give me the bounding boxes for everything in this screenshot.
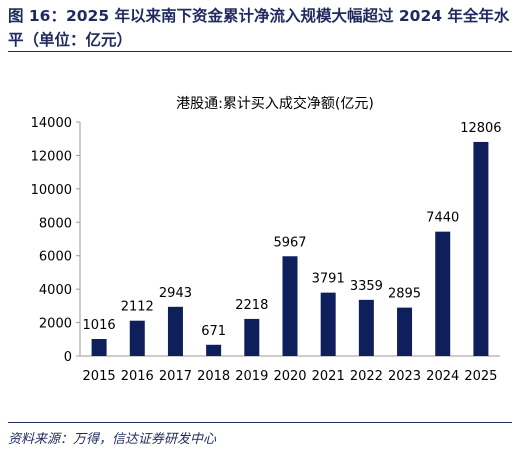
data-label-2023: 2895 bbox=[388, 287, 421, 302]
chart-area: 港股通:累计买入成交净额(亿元) 0 2000 4000 6000 8000 10000 1… bbox=[0, 80, 520, 400]
bar-chart: 港股通:累计买入成交净额(亿元) 0 2000 4000 6000 8000 10000 1… bbox=[31, 95, 502, 384]
source-note: 资料来源：万得，信达证券研发中心 bbox=[8, 432, 217, 447]
x-tick-label-2018: 2018 bbox=[197, 369, 230, 384]
x-tick-label-2019: 2019 bbox=[235, 369, 268, 384]
data-label-2021: 3791 bbox=[312, 272, 345, 287]
bar-2019 bbox=[244, 318, 260, 356]
x-axis: 2015 2016 2017 2018 2019 2020 2021 2022 2023 2024… bbox=[80, 355, 500, 384]
bar-2024 bbox=[435, 231, 451, 356]
y-tick-label: 2000 bbox=[39, 317, 72, 332]
title-divider bbox=[8, 51, 512, 52]
y-axis: 0 2000 4000 6000 8000 10000 12000 14000 bbox=[31, 116, 81, 365]
data-labels-group: 1016 2112 2943 671 2218 5967 3791 3359 2895 7440 1… bbox=[83, 121, 502, 339]
data-label-2019: 2218 bbox=[235, 298, 268, 313]
bar-2016 bbox=[129, 320, 145, 356]
data-label-2017: 2943 bbox=[159, 286, 192, 301]
bar-2020 bbox=[282, 256, 298, 356]
y-tick-label: 4000 bbox=[39, 283, 72, 298]
figure-title: 图 16：2025 年以来南下资金累计净流入规模大幅超过 2024 年全年水平（… bbox=[8, 7, 510, 49]
bar-2022 bbox=[358, 299, 374, 356]
y-tick-label: 0 bbox=[64, 350, 72, 365]
x-tick-label-2017: 2017 bbox=[159, 369, 192, 384]
y-tick-label: 12000 bbox=[31, 149, 72, 164]
bars-group bbox=[91, 141, 489, 356]
bar-2017 bbox=[167, 306, 183, 356]
data-label-2022: 3359 bbox=[350, 279, 383, 294]
bar-2018 bbox=[206, 344, 222, 356]
data-label-2020: 5967 bbox=[273, 235, 306, 250]
x-tick-label-2020: 2020 bbox=[273, 369, 306, 384]
x-tick-label-2016: 2016 bbox=[121, 369, 154, 384]
y-tick-label: 14000 bbox=[31, 116, 72, 131]
x-tick-label-2023: 2023 bbox=[388, 369, 421, 384]
bar-2025 bbox=[473, 141, 489, 356]
chart-title: 港股通:累计买入成交净额(亿元) bbox=[176, 95, 374, 112]
x-tick-label-2022: 2022 bbox=[350, 369, 383, 384]
data-label-2015: 1016 bbox=[83, 318, 116, 333]
data-label-2024: 7440 bbox=[426, 211, 459, 226]
source-divider bbox=[8, 422, 512, 423]
data-label-2018: 671 bbox=[201, 324, 226, 339]
x-tick-label-2021: 2021 bbox=[312, 369, 345, 384]
x-tick-label-2024: 2024 bbox=[426, 369, 459, 384]
bar-2021 bbox=[320, 292, 336, 356]
data-label-2025: 12806 bbox=[460, 121, 501, 136]
bar-2015 bbox=[91, 339, 107, 356]
bar-2023 bbox=[397, 307, 413, 356]
data-label-2016: 2112 bbox=[121, 300, 154, 315]
x-tick-label-2015: 2015 bbox=[83, 369, 116, 384]
y-tick-label: 6000 bbox=[39, 250, 72, 265]
y-tick-label: 10000 bbox=[31, 183, 72, 198]
x-tick-label-2025: 2025 bbox=[464, 369, 497, 384]
y-tick-label: 8000 bbox=[39, 216, 72, 231]
